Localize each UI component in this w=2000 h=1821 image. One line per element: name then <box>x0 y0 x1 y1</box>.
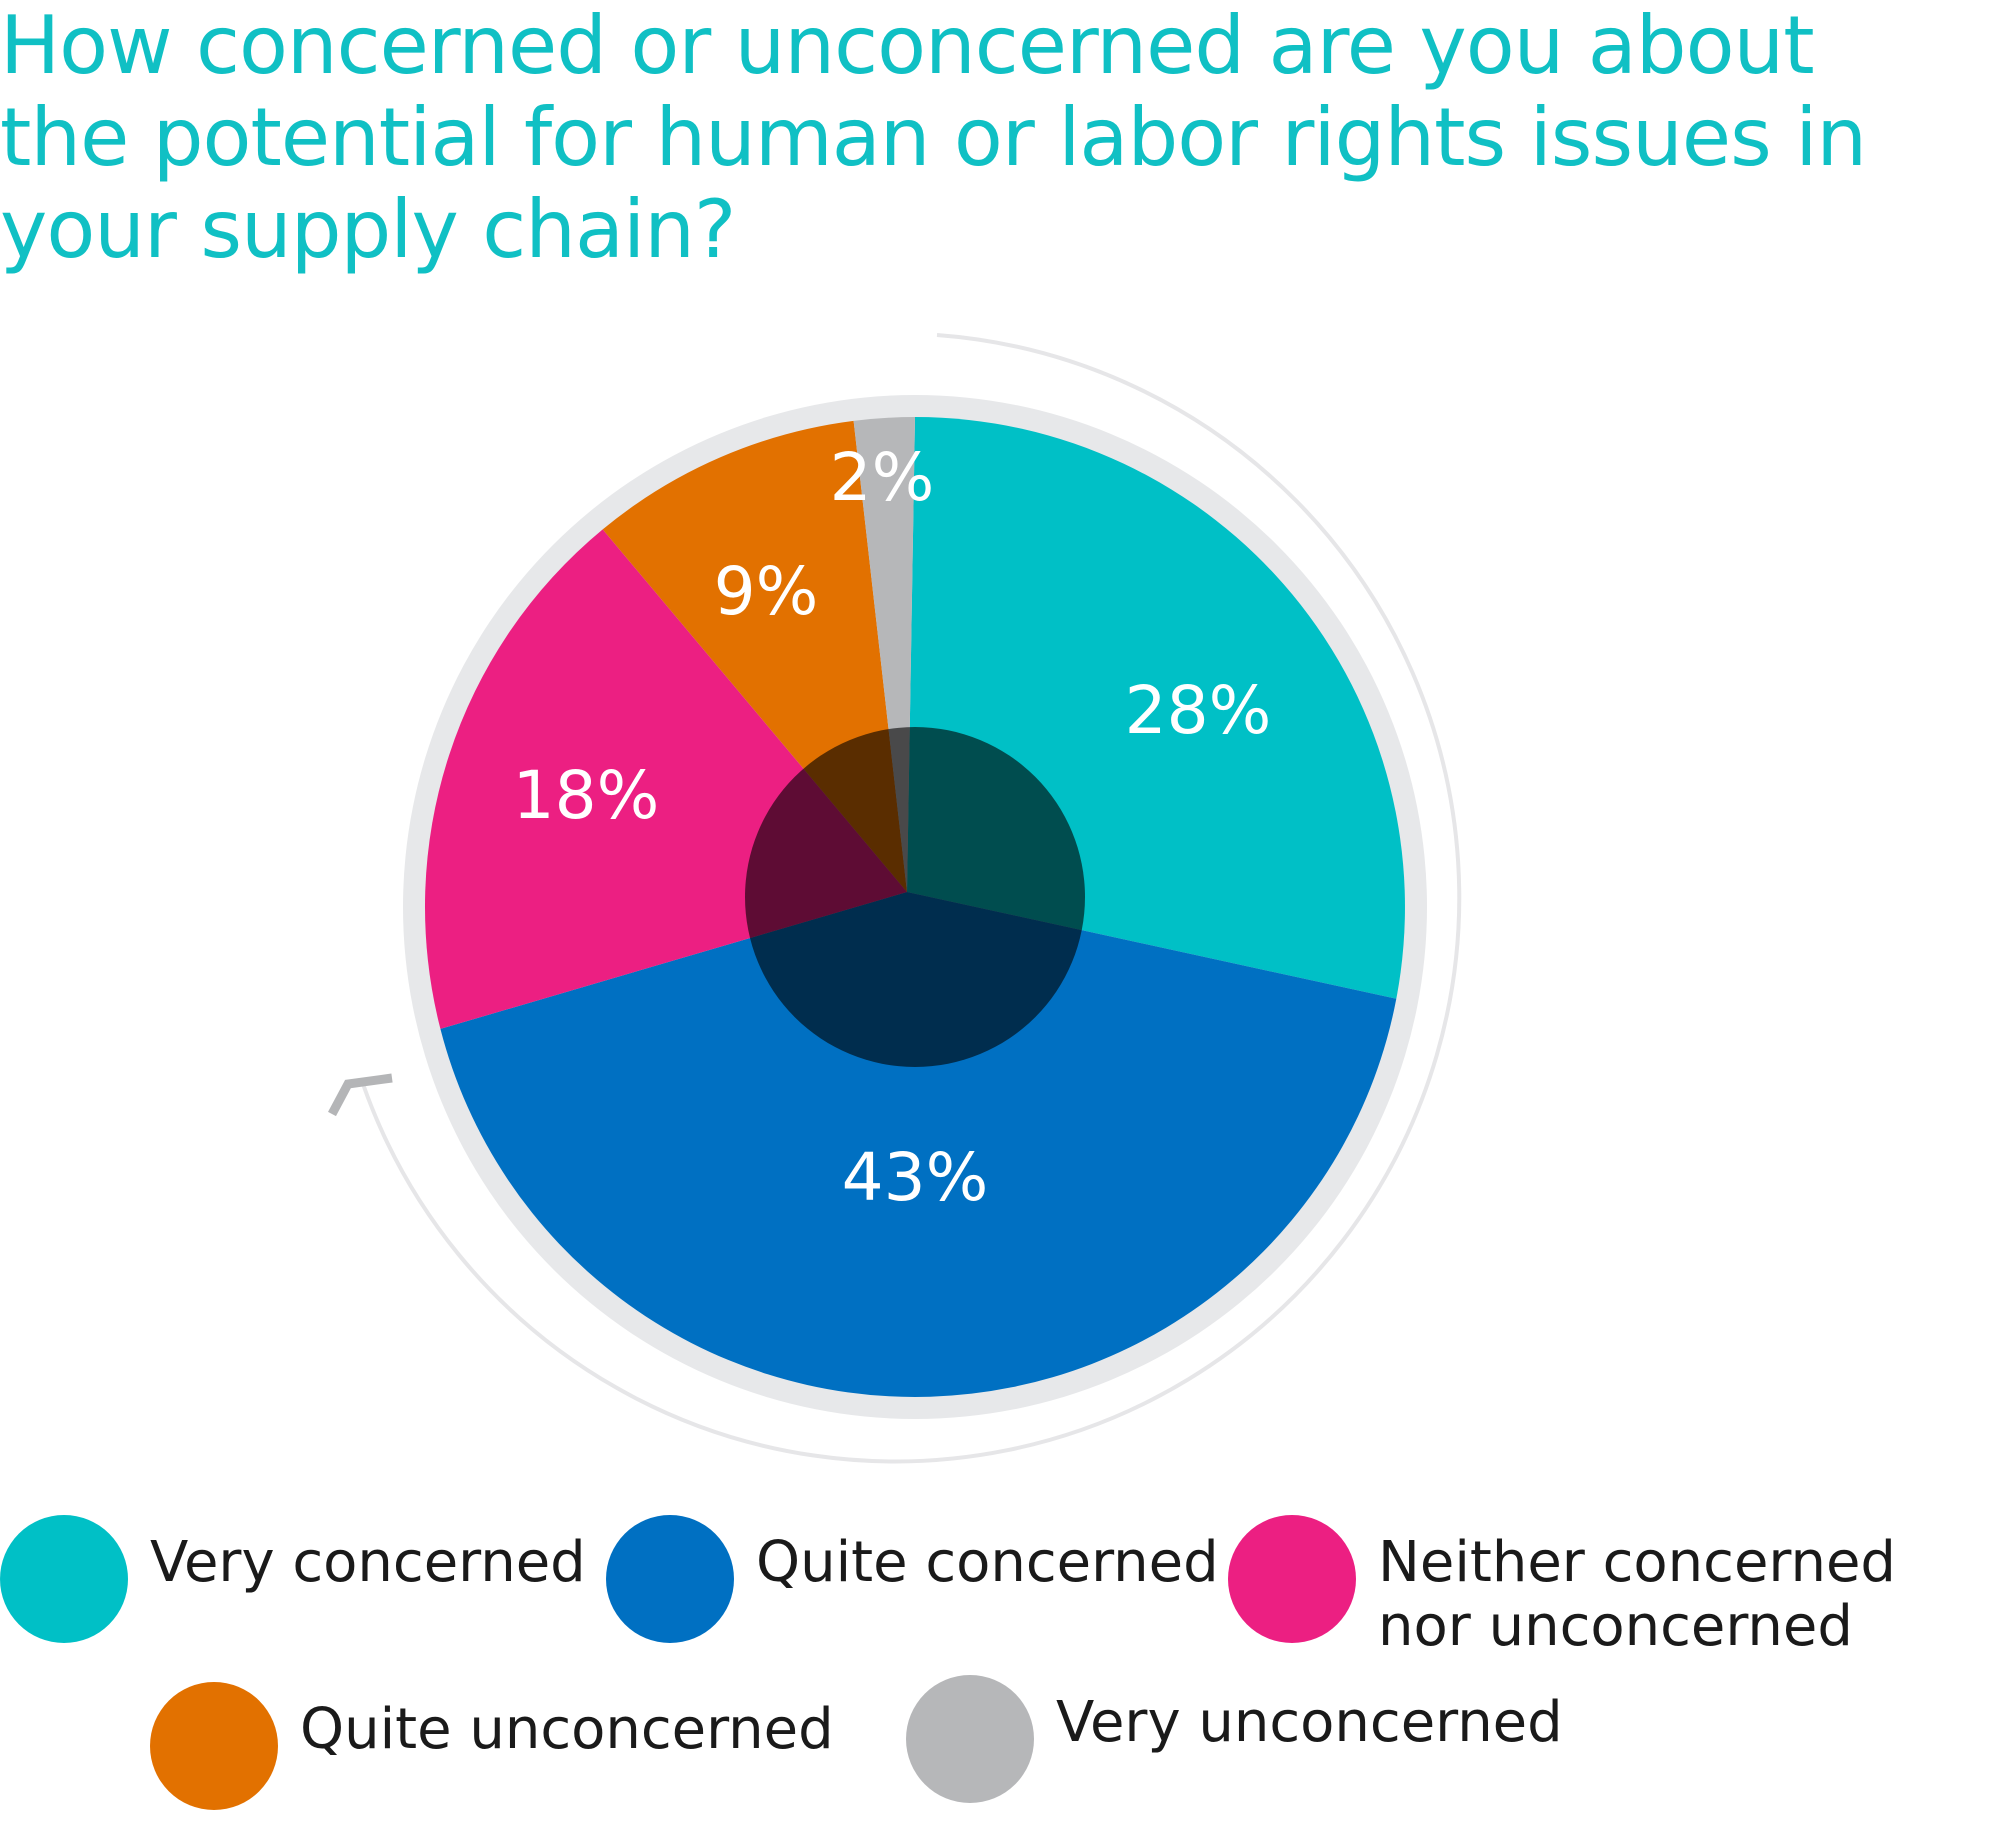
legend-label-neither: Neither concerned nor unconcerned <box>1378 1531 1896 1659</box>
pie-label-very-unconcerned: 2% <box>830 439 935 516</box>
legend-swatch-very-concerned <box>0 1515 128 1643</box>
legend-label-very-unconcerned: Very unconcerned <box>1056 1690 1563 1755</box>
chart-title: How concerned or unconcerned are you abo… <box>0 0 1867 276</box>
outer-arc <box>361 333 1462 1464</box>
pie-label-quite-unconcerned: 9% <box>714 553 819 630</box>
legend-swatch-quite-unconcerned <box>150 1682 278 1810</box>
pie-label-quite-concerned: 43% <box>842 1139 989 1216</box>
legend-label-neither-line2: nor unconcerned <box>1378 1594 1853 1659</box>
pie-value-labels: 28% 43% 18% 9%2% <box>513 439 1272 1216</box>
legend-swatch-very-unconcerned <box>906 1675 1034 1803</box>
legend-label-very-concerned: Very concerned <box>150 1530 586 1595</box>
pie-slice-quite-concerned <box>440 892 1397 1397</box>
legend-swatch-neither <box>1228 1515 1356 1643</box>
legend-swatch-quite-concerned <box>606 1515 734 1643</box>
legend-label-quite-unconcerned: Quite unconcerned <box>300 1697 834 1762</box>
pie-label-very-concerned: 28% <box>1125 672 1272 749</box>
outer-arc-arrow <box>328 1073 393 1117</box>
pie-label-neither-concerned-nor-unconcerned: 18% <box>513 757 660 834</box>
legend-label-quite-concerned: Quite concerned <box>756 1530 1219 1595</box>
legend-label-neither-line1: Neither concerned <box>1378 1530 1896 1595</box>
pie-center-overlay <box>745 727 1085 1067</box>
